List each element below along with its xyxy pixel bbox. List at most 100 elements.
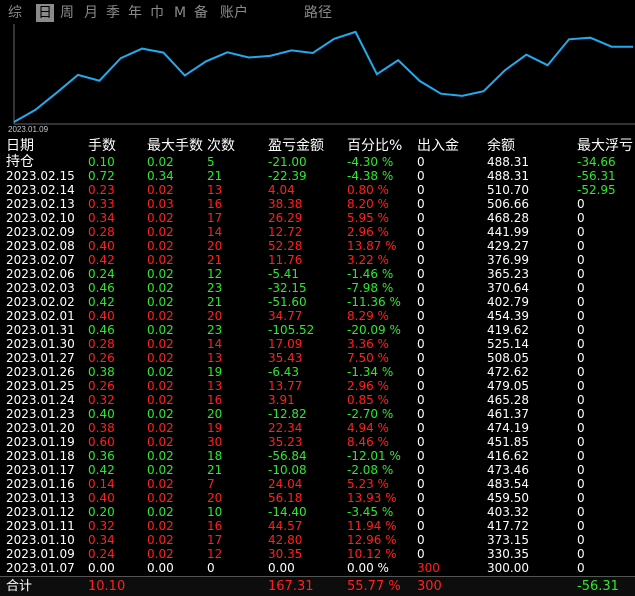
- table-row[interactable]: 2023.02.09 0.28 0.02 14 12.72 2.96 % 0 441.99 0: [0, 225, 635, 239]
- cell-bal: 525.14: [487, 337, 529, 351]
- table-row[interactable]: 2023.01.24 0.32 0.02 16 3.91 0.85 % 0 465.28 0: [0, 393, 635, 407]
- table-row[interactable]: 2023.01.20 0.38 0.02 19 22.34 4.94 % 0 474.19 0: [0, 421, 635, 435]
- equity-chart: 2023.01.09: [0, 24, 635, 134]
- table-row[interactable]: 2023.01.31 0.46 0.02 23 -105.52 -20.09 % 0 419.…: [0, 323, 635, 337]
- tab-8[interactable]: 备: [194, 5, 208, 21]
- cell-d: 2023.01.10: [6, 533, 75, 547]
- table-row[interactable]: 2023.01.10 0.34 0.02 17 42.80 12.96 % 0 373.15 0: [0, 533, 635, 547]
- total-label: 合计: [6, 579, 33, 594]
- cell-d: 2023.01.23: [6, 407, 75, 421]
- cell-bal: 451.85: [487, 435, 529, 449]
- cell-pl: 4.04: [268, 183, 295, 197]
- cell-pl: 56.18: [268, 491, 303, 505]
- cell-max: 0.02: [147, 407, 174, 421]
- cell-n: 16: [207, 519, 223, 533]
- column-header-1[interactable]: 手数: [88, 138, 116, 154]
- cell-io: 0: [417, 309, 425, 323]
- tab-7[interactable]: M: [174, 5, 187, 21]
- column-header-7[interactable]: 余额: [487, 138, 515, 154]
- tab-9[interactable]: 账户: [220, 5, 248, 21]
- cell-lots: 0.38: [88, 421, 115, 435]
- tab-10[interactable]: 路径: [304, 5, 332, 21]
- column-header-8[interactable]: 最大浮亏: [577, 138, 633, 154]
- table-row[interactable]: 2023.02.02 0.42 0.02 21 -51.60 -11.36 % 0 402.7…: [0, 295, 635, 309]
- table-row[interactable]: 2023.01.16 0.14 0.02 7 24.04 5.23 % 0 483.54 0: [0, 477, 635, 491]
- cell-lots: 0.60: [88, 435, 115, 449]
- cell-bal: 459.50: [487, 491, 529, 505]
- table-row[interactable]: 2023.01.18 0.36 0.02 18 -56.84 -12.01 % 0 416.6…: [0, 449, 635, 463]
- cell-lots: 0.33: [88, 197, 115, 211]
- total-io: 300: [417, 579, 442, 594]
- tab-0[interactable]: 综: [8, 5, 22, 21]
- table-row[interactable]: 2023.01.23 0.40 0.02 20 -12.82 -2.70 % 0 461.37…: [0, 407, 635, 421]
- table-row[interactable]: 2023.01.27 0.26 0.02 13 35.43 7.50 % 0 508.05 0: [0, 351, 635, 365]
- tab-2[interactable]: 周: [60, 5, 74, 21]
- cell-mf: 0: [577, 379, 585, 393]
- table-row[interactable]: 2023.01.17 0.42 0.02 21 -10.08 -2.08 % 0 473.46…: [0, 463, 635, 477]
- cell-pct: 8.20 %: [347, 197, 389, 211]
- column-header-4[interactable]: 盈亏金额: [268, 138, 324, 154]
- table-row[interactable]: 2023.02.08 0.40 0.02 20 52.28 13.87 % 0 429.27 0: [0, 239, 635, 253]
- cell-bal: 488.31: [487, 169, 529, 183]
- cell-io: 0: [417, 155, 425, 169]
- table-row[interactable]: 2023.01.19 0.60 0.02 30 35.23 8.46 % 0 451.85 0: [0, 435, 635, 449]
- cell-io: 0: [417, 225, 425, 239]
- tab-5[interactable]: 年: [128, 5, 142, 21]
- table-row[interactable]: 2023.01.25 0.26 0.02 13 13.77 2.96 % 0 479.05 0: [0, 379, 635, 393]
- cell-io: 0: [417, 421, 425, 435]
- table-row[interactable]: 2023.01.09 0.24 0.02 12 30.35 10.12 % 0 330.35 0: [0, 547, 635, 561]
- table-row[interactable]: 2023.01.11 0.32 0.02 16 44.57 11.94 % 0 417.72 0: [0, 519, 635, 533]
- table-row[interactable]: 2023.01.13 0.40 0.02 20 56.18 13.93 % 0 459.50 0: [0, 491, 635, 505]
- cell-lots: 0.20: [88, 505, 115, 519]
- cell-n: 10: [207, 505, 223, 519]
- column-header-0[interactable]: 日期: [6, 138, 34, 154]
- cell-mf: 0: [577, 505, 585, 519]
- table-row[interactable]: 2023.01.30 0.28 0.02 14 17.09 3.36 % 0 525.14 0: [0, 337, 635, 351]
- cell-pct: 13.93 %: [347, 491, 397, 505]
- table-row[interactable]: 2023.02.07 0.42 0.02 21 11.76 3.22 % 0 376.99 0: [0, 253, 635, 267]
- cell-pl: -105.52: [268, 323, 315, 337]
- cell-pct: -2.08 %: [347, 463, 394, 477]
- cell-max: 0.02: [147, 505, 174, 519]
- equity-line: [13, 30, 633, 123]
- cell-mf: 0: [577, 351, 585, 365]
- cell-lots: 0.10: [88, 155, 115, 169]
- table-row[interactable]: 2023.02.15 0.72 0.34 21 -22.39 -4.38 % 0 488.31…: [0, 169, 635, 183]
- cell-mf: 0: [577, 547, 585, 561]
- table-row[interactable]: 2023.01.26 0.38 0.02 19 -6.43 -1.34 % 0 472.62 0: [0, 365, 635, 379]
- cell-pl: 42.80: [268, 533, 303, 547]
- cell-mf: 0: [577, 267, 585, 281]
- table-row[interactable]: 2023.02.14 0.23 0.02 13 4.04 0.80 % 0 510.70 -52…: [0, 183, 635, 197]
- cell-bal: 488.31: [487, 155, 529, 169]
- cell-mf: 0: [577, 239, 585, 253]
- cell-max: 0.02: [147, 323, 174, 337]
- table-row[interactable]: 2023.01.07 0.00 0.00 0 0.00 0.00 % 300 300.00 0: [0, 561, 635, 575]
- cell-pct: 4.94 %: [347, 421, 389, 435]
- table-row[interactable]: 2023.02.01 0.40 0.02 20 34.77 8.29 % 0 454.39 0: [0, 309, 635, 323]
- tab-1[interactable]: 日: [36, 4, 54, 22]
- cell-pl: 34.77: [268, 309, 303, 323]
- table-row[interactable]: 2023.01.12 0.20 0.02 10 -14.40 -3.45 % 0 403.32…: [0, 505, 635, 519]
- cell-d: 2023.01.11: [6, 519, 75, 533]
- column-header-6[interactable]: 出入金: [417, 138, 459, 154]
- table-row[interactable]: 2023.02.06 0.24 0.02 12 -5.41 -1.46 % 0 365.23 0: [0, 267, 635, 281]
- table-row[interactable]: 2023.02.13 0.33 0.03 16 38.38 8.20 % 0 506.66 0: [0, 197, 635, 211]
- table-row[interactable]: 2023.02.10 0.34 0.02 17 26.29 5.95 % 0 468.28 0: [0, 211, 635, 225]
- tab-6[interactable]: 巾: [150, 5, 164, 21]
- cell-io: 0: [417, 239, 425, 253]
- cell-io: 0: [417, 491, 425, 505]
- table-row[interactable]: 2023.02.03 0.46 0.02 23 -32.15 -7.98 % 0 370.64…: [0, 281, 635, 295]
- equity-chart-svg: [13, 24, 635, 125]
- tab-4[interactable]: 季: [106, 5, 120, 21]
- tab-3[interactable]: 月: [84, 5, 98, 21]
- cell-pl: -14.40: [268, 505, 307, 519]
- cell-max: 0.02: [147, 477, 174, 491]
- cell-pl: 30.35: [268, 547, 303, 561]
- cell-mf: 0: [577, 449, 585, 463]
- cell-mf: 0: [577, 407, 585, 421]
- column-header-3[interactable]: 次数: [207, 138, 235, 154]
- table-row[interactable]: 持仓 0.10 0.02 5 -21.00 -4.30 % 0 488.31 -34.66: [0, 155, 635, 169]
- column-header-2[interactable]: 最大手数: [147, 138, 203, 154]
- column-header-5[interactable]: 百分比%: [347, 138, 403, 154]
- cell-lots: 0.00: [88, 561, 115, 575]
